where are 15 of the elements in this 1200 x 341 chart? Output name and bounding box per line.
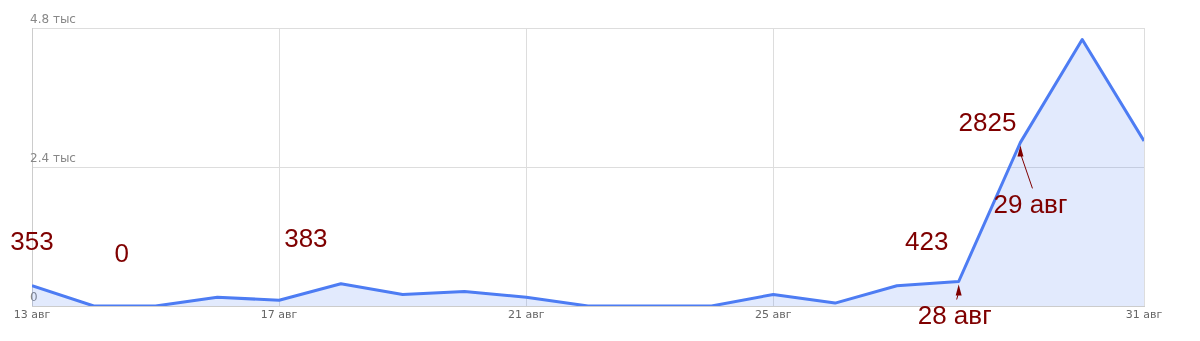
annotation: 29 авг <box>993 188 1068 219</box>
x-tick-label: 13 авг <box>13 308 51 322</box>
x-tick-label: 17 авг <box>260 308 298 322</box>
annotation: 423 <box>904 225 949 256</box>
annotation: 2825 <box>958 106 1017 137</box>
x-tick-label: 21 авг <box>507 308 545 322</box>
annotation: 28 авг <box>917 299 992 330</box>
annotation: 353 <box>10 225 54 256</box>
y-tick-label: 2.4 тыс <box>30 151 76 166</box>
x-tick-label: 25 авг <box>755 308 792 322</box>
annotation: 383 <box>284 222 328 253</box>
y-tick-label: 0 <box>30 290 38 305</box>
y-tick-label: 4.8 тыс <box>30 12 76 27</box>
x-tick-label: 31 авг <box>1125 308 1163 322</box>
annotation: 0 <box>114 238 130 269</box>
